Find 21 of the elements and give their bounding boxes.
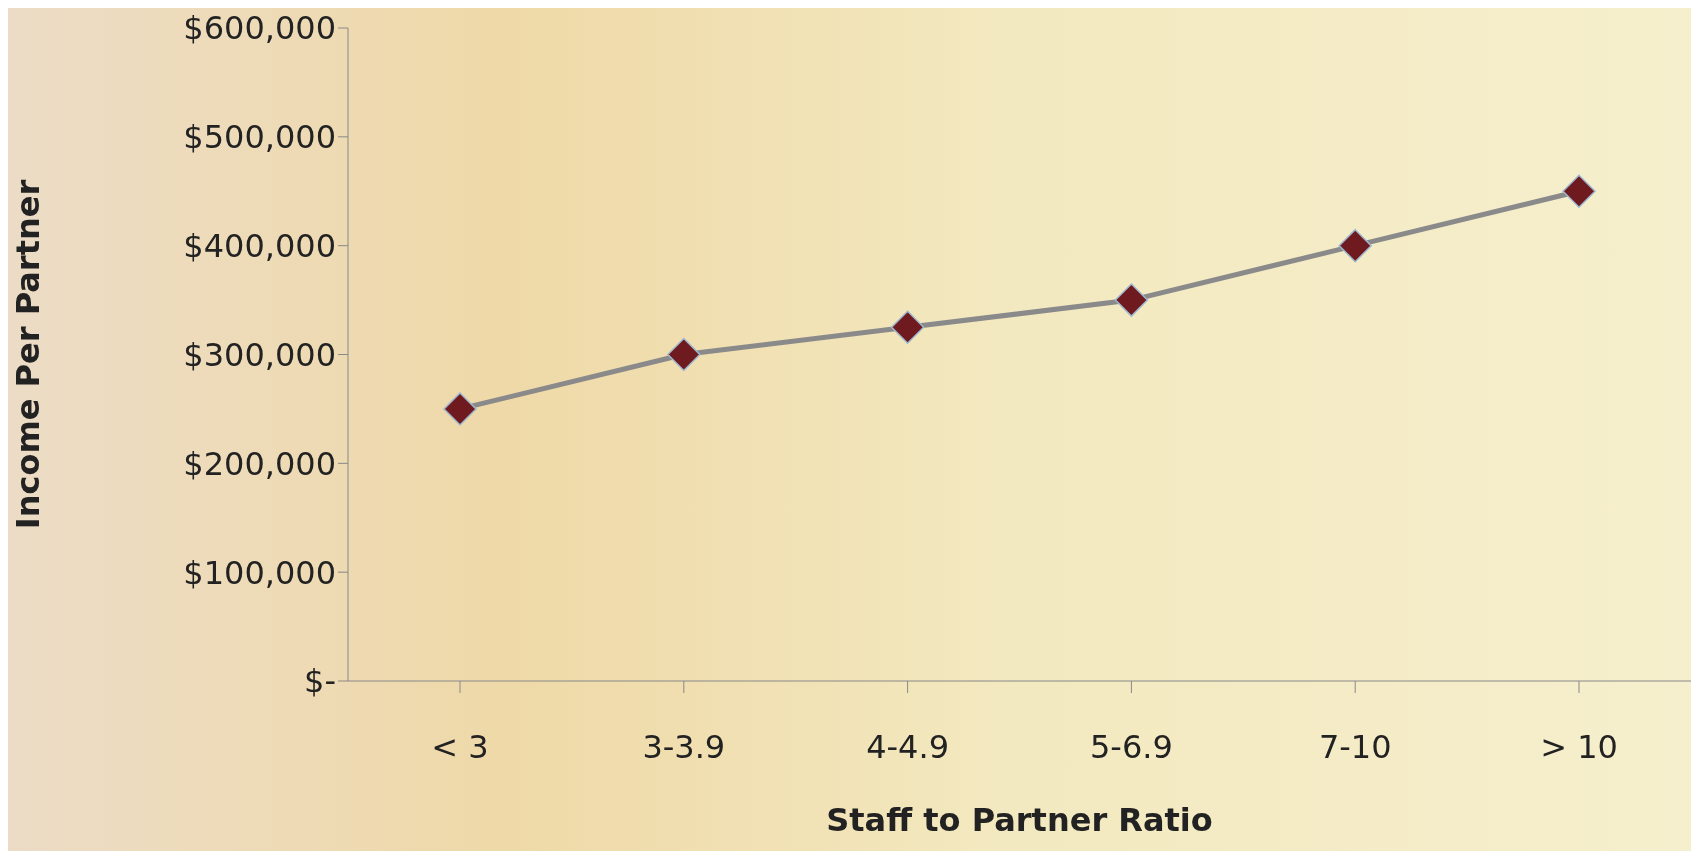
x-tick-label: 3-3.9 xyxy=(642,727,726,766)
x-tick-label: 5-6.9 xyxy=(1090,727,1173,766)
x-tick-label: > 10 xyxy=(1540,727,1618,766)
y-axis-title: Income Per Partner xyxy=(9,179,48,530)
y-tick-label: $500,000 xyxy=(183,118,336,157)
x-tick-label: < 3 xyxy=(431,727,489,766)
point xyxy=(1114,283,1149,317)
y-tick-label: $- xyxy=(304,662,336,701)
point xyxy=(667,337,701,372)
y-tick-label: $600,000 xyxy=(183,9,336,48)
x-tick-label: 7-10 xyxy=(1318,727,1392,766)
point xyxy=(1338,228,1372,263)
x-axis-title: Staff to Partner Ratio xyxy=(826,801,1213,839)
y-tick-label: $400,000 xyxy=(183,227,336,266)
x-tick-label: 4-4.9 xyxy=(866,727,949,766)
point xyxy=(1562,174,1596,208)
y-tick-label: $300,000 xyxy=(183,335,336,374)
y-tick-label: $200,000 xyxy=(183,444,336,483)
point xyxy=(890,310,925,345)
point xyxy=(443,392,477,426)
y-tick-label: $100,000 xyxy=(183,553,336,592)
